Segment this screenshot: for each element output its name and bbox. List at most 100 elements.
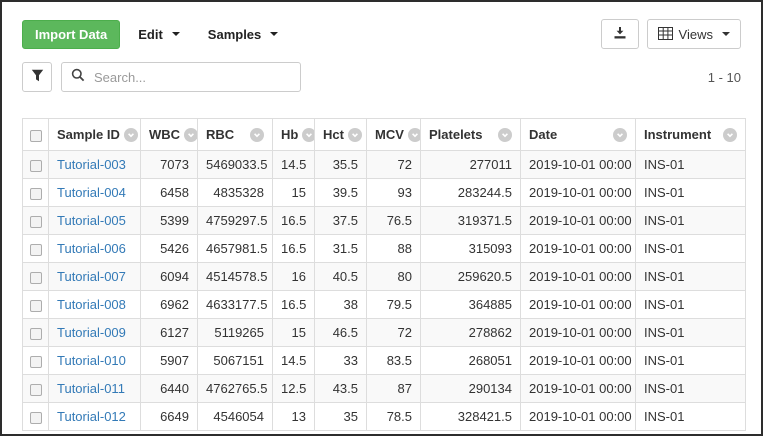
edit-dropdown-label: Edit [138, 26, 163, 42]
table-row: Tutorial-007 6094 4514578.5 16 40.5 80 259620.… [22, 262, 746, 291]
views-dropdown-label: Views [678, 26, 713, 42]
rbc-cell: 4657981.5 [197, 234, 273, 263]
mcv-cell: 87 [366, 374, 421, 403]
sample-link[interactable]: Tutorial-007 [57, 269, 126, 284]
column-menu-icon[interactable] [613, 127, 627, 142]
column-header-hct[interactable]: Hct [314, 118, 367, 151]
table-row: Tutorial-003 7073 5469033.5 14.5 35.5 72 27701… [22, 150, 746, 179]
row-checkbox[interactable] [29, 243, 42, 256]
table-row: Tutorial-005 5399 4759297.5 16.5 37.5 76.5 319… [22, 206, 746, 235]
column-header-instrument[interactable]: Instrument [635, 118, 746, 151]
row-checkbox[interactable] [29, 187, 42, 200]
search-icon [71, 68, 85, 87]
instrument-cell: INS-01 [635, 346, 746, 375]
row-checkbox[interactable] [29, 383, 42, 396]
data-grid: Sample ID WBC RBC Hb Hct MCV Platelets Date Inst… [22, 118, 746, 431]
table-row: Tutorial-008 6962 4633177.5 16.5 38 79.5 36488… [22, 290, 746, 319]
instrument-cell: INS-01 [635, 290, 746, 319]
row-checkbox[interactable] [29, 215, 42, 228]
row-select-cell [22, 374, 49, 403]
import-data-button[interactable]: Import Data [22, 19, 121, 49]
rbc-cell: 4546054 [197, 402, 273, 431]
column-header-date[interactable]: Date [520, 118, 636, 151]
hb-cell: 14.5 [272, 150, 315, 179]
platelets-cell: 315093 [420, 234, 521, 263]
sample-id-cell: Tutorial-006 [48, 234, 141, 263]
row-checkbox[interactable] [29, 411, 42, 424]
row-checkbox[interactable] [29, 327, 42, 340]
column-menu-icon[interactable] [347, 127, 362, 142]
column-label-hct: Hct [323, 127, 344, 142]
mcv-cell: 76.5 [366, 206, 421, 235]
sample-id-cell: Tutorial-003 [48, 150, 141, 179]
rbc-cell: 4514578.5 [197, 262, 273, 291]
mcv-cell: 93 [366, 178, 421, 207]
column-header-select [22, 118, 49, 151]
download-button[interactable] [600, 19, 639, 49]
column-header-mcv[interactable]: MCV [366, 118, 421, 151]
column-menu-icon[interactable] [250, 127, 264, 142]
samples-dropdown-label: Samples [207, 26, 262, 42]
row-checkbox[interactable] [29, 299, 42, 312]
header-row: Sample ID WBC RBC Hb Hct MCV Platelets Date Inst… [22, 118, 746, 151]
mcv-cell: 83.5 [366, 346, 421, 375]
column-menu-icon[interactable] [723, 127, 737, 142]
hb-cell: 16 [272, 262, 315, 291]
wbc-cell: 7073 [140, 150, 198, 179]
wbc-cell: 6094 [140, 262, 198, 291]
sample-link[interactable]: Tutorial-005 [57, 213, 126, 228]
column-menu-icon[interactable] [407, 127, 420, 142]
date-cell: 2019-10-01 00:00 [520, 178, 636, 207]
row-checkbox[interactable] [29, 159, 42, 172]
sample-link[interactable]: Tutorial-010 [57, 353, 126, 368]
row-checkbox[interactable] [29, 355, 42, 368]
rbc-cell: 5067151 [197, 346, 273, 375]
sample-link[interactable]: Tutorial-011 [57, 381, 125, 396]
column-menu-icon[interactable] [498, 127, 512, 142]
column-header-sample-id[interactable]: Sample ID [48, 118, 141, 151]
select-all-checkbox[interactable] [29, 129, 42, 142]
sample-link[interactable]: Tutorial-009 [57, 325, 126, 340]
wbc-cell: 6458 [140, 178, 198, 207]
instrument-cell: INS-01 [635, 374, 746, 403]
column-header-hb[interactable]: Hb [272, 118, 315, 151]
table-row: Tutorial-011 6440 4762765.5 12.5 43.5 87 29013… [22, 374, 746, 403]
top-toolbar: Import Data Edit Samples [22, 19, 741, 49]
search-input[interactable] [94, 63, 300, 91]
sample-link[interactable]: Tutorial-008 [57, 297, 126, 312]
table-head: Sample ID WBC RBC Hb Hct MCV Platelets Date Inst… [22, 118, 746, 151]
row-select-cell [22, 290, 49, 319]
sample-link[interactable]: Tutorial-003 [57, 157, 126, 172]
sample-link[interactable]: Tutorial-004 [57, 185, 126, 200]
sample-link[interactable]: Tutorial-006 [57, 241, 126, 256]
sample-link[interactable]: Tutorial-012 [57, 409, 126, 424]
hb-cell: 16.5 [272, 206, 315, 235]
caret-down-icon [270, 32, 279, 36]
hct-cell: 35.5 [314, 150, 367, 179]
sample-id-cell: Tutorial-007 [48, 262, 141, 291]
column-header-platelets[interactable]: Platelets [420, 118, 521, 151]
rbc-cell: 4633177.5 [197, 290, 273, 319]
platelets-cell: 319371.5 [420, 206, 521, 235]
column-menu-icon[interactable] [302, 127, 314, 142]
column-label-hb: Hb [281, 127, 299, 142]
edit-dropdown-button[interactable]: Edit [134, 21, 184, 48]
views-dropdown-button[interactable]: Views [646, 19, 741, 49]
instrument-cell: INS-01 [635, 206, 746, 235]
samples-dropdown-button[interactable]: Samples [204, 21, 282, 48]
row-select-cell [22, 262, 49, 291]
platelets-cell: 277011 [420, 150, 521, 179]
row-select-cell [22, 318, 49, 347]
hct-cell: 35 [314, 402, 367, 431]
column-header-wbc[interactable]: WBC [140, 118, 198, 151]
hct-cell: 31.5 [314, 234, 367, 263]
sample-id-cell: Tutorial-005 [48, 206, 141, 235]
column-header-rbc[interactable]: RBC [197, 118, 273, 151]
mcv-cell: 72 [366, 150, 421, 179]
search-group [61, 62, 301, 92]
hb-cell: 13 [272, 402, 315, 431]
column-menu-icon[interactable] [184, 127, 197, 142]
filter-button[interactable] [22, 62, 52, 92]
column-menu-icon[interactable] [123, 127, 138, 142]
row-checkbox[interactable] [29, 271, 42, 284]
